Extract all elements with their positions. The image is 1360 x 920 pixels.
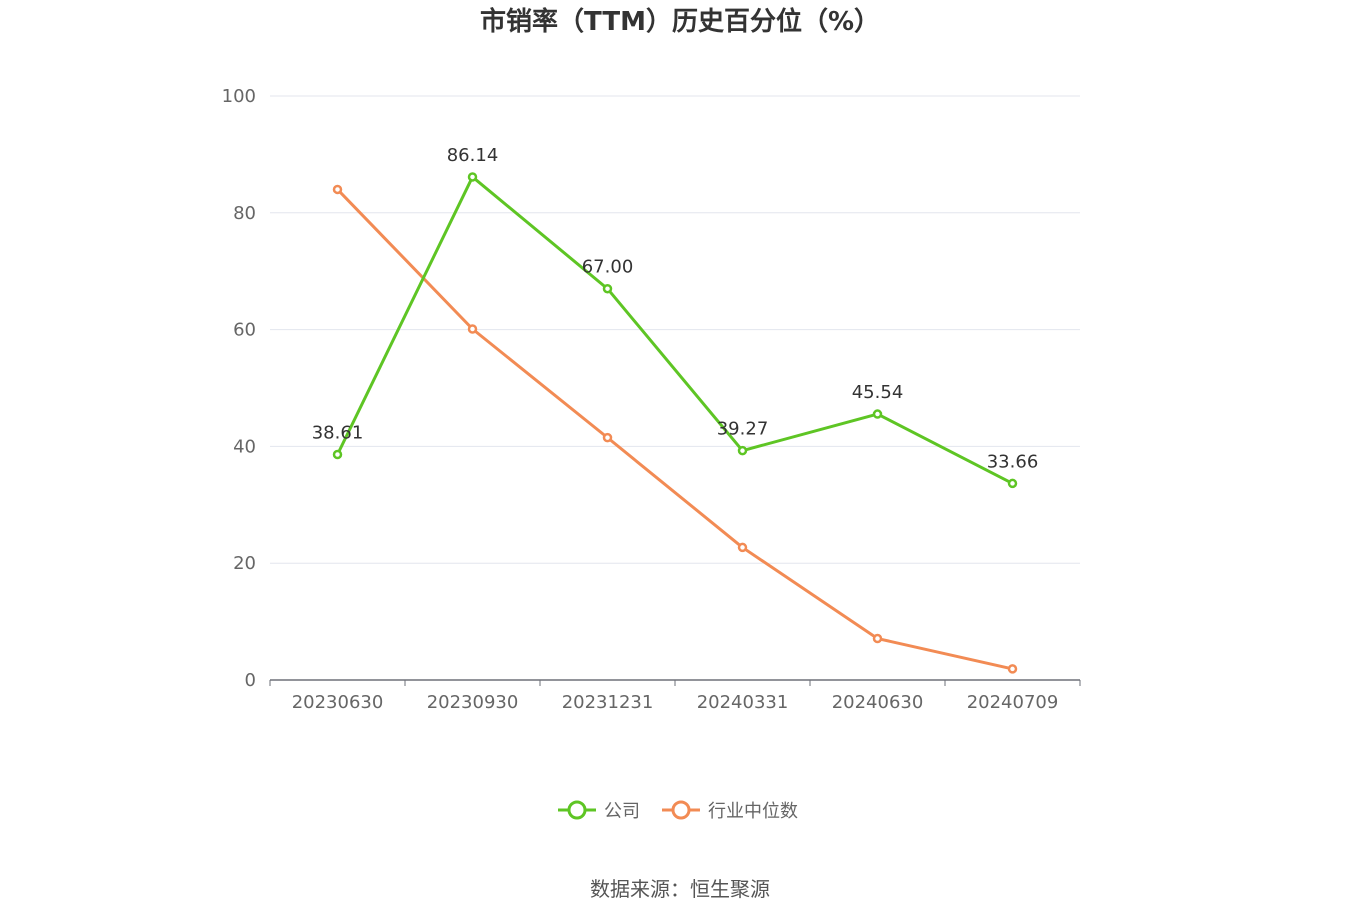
data-point[interactable] (332, 449, 343, 460)
data-label: 67.00 (582, 257, 634, 278)
series-0: 38.61 86.14 67.00 39.27 45.54 33.66 (312, 145, 1039, 489)
x-tick-label: 20230930 (427, 692, 519, 713)
y-tick-label: 40 (233, 436, 256, 457)
x-tick-label: 20240709 (967, 692, 1059, 713)
x-tick-label: 20231231 (562, 692, 654, 713)
data-point[interactable] (872, 409, 883, 419)
legend-item-1[interactable]: 行业中位数 (662, 800, 798, 822)
x-tick-label: 20230630 (292, 692, 384, 713)
legend[interactable]: 公司 行业中位数 (558, 800, 798, 822)
y-tick-label: 80 (233, 203, 256, 224)
series-1 (332, 184, 1018, 674)
y-tick-label: 100 (222, 86, 256, 107)
series-line (336, 188, 1013, 671)
data-label: 86.14 (447, 145, 499, 166)
data-label: 38.61 (312, 423, 364, 444)
grid-lines (270, 95, 1080, 564)
data-label: 39.27 (717, 419, 769, 440)
legend-marker (567, 800, 587, 820)
data-point[interactable] (1007, 664, 1018, 674)
data-point[interactable] (737, 445, 748, 456)
y-tick-label: 0 (245, 670, 256, 691)
legend-item-0[interactable]: 公司 (558, 800, 640, 822)
legend-label: 行业中位数 (708, 801, 798, 822)
x-tick-label: 20240630 (832, 692, 924, 713)
data-label: 33.66 (987, 451, 1039, 472)
chart-title: 市销率（TTM）历史百分位（%） (480, 6, 880, 37)
y-tick-label: 20 (233, 553, 256, 574)
legend-label: 公司 (604, 801, 640, 822)
legend-marker (671, 800, 691, 820)
x-axis: 20230630 20230930 20231231 20240331 20240630… (269, 679, 1081, 713)
data-point[interactable] (332, 184, 343, 195)
series-group: 38.61 86.14 67.00 39.27 45.54 33.66 (312, 145, 1039, 674)
data-point[interactable] (467, 324, 478, 334)
data-point[interactable] (467, 172, 478, 182)
y-axis: 0 20 40 60 80 100 (222, 86, 256, 691)
data-point[interactable] (602, 283, 613, 294)
data-point[interactable] (737, 542, 748, 553)
data-label: 45.54 (852, 382, 904, 403)
y-tick-label: 60 (233, 320, 256, 341)
x-tick-label: 20240331 (697, 692, 789, 713)
data-point[interactable] (602, 432, 613, 443)
data-point[interactable] (872, 633, 883, 644)
series-line (336, 175, 1014, 485)
data-source: 数据来源：恒生聚源 (590, 877, 770, 901)
data-point[interactable] (1007, 478, 1018, 489)
